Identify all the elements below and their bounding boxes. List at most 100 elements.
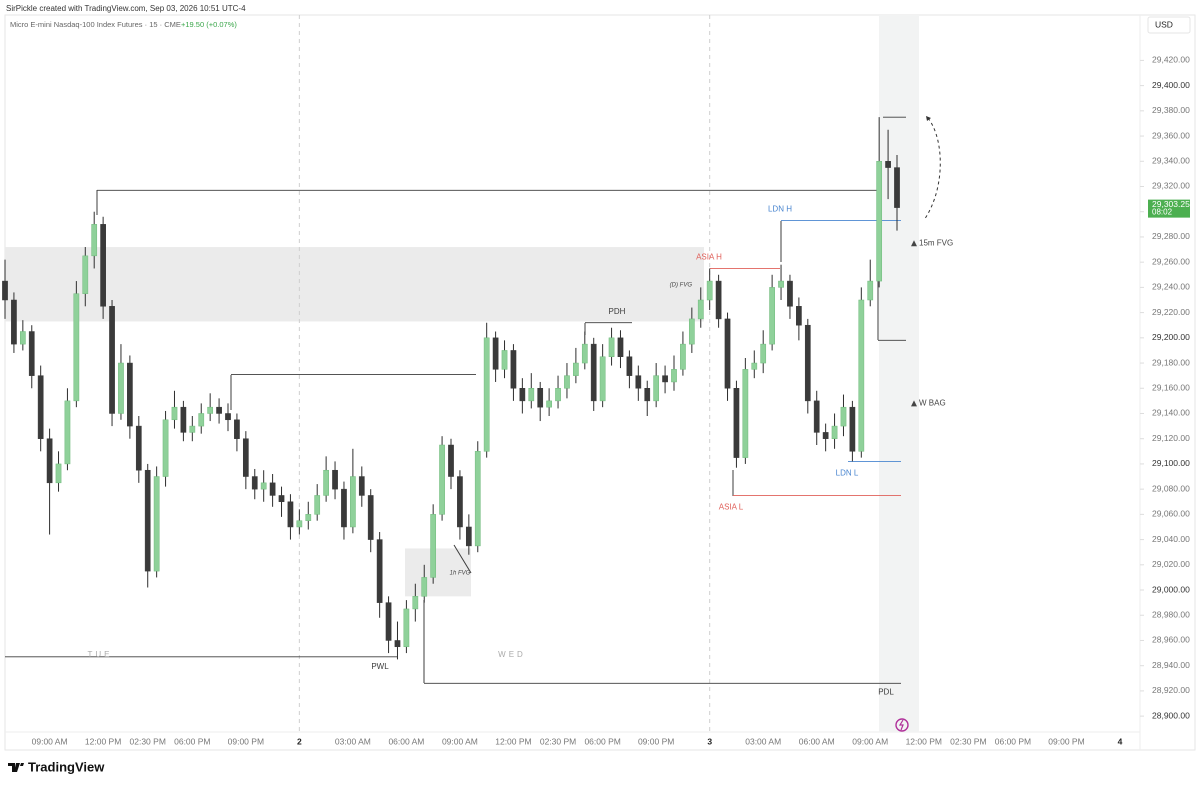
x-tick-label: 03:00 AM xyxy=(745,736,781,746)
frame xyxy=(4,14,1196,751)
candle-body xyxy=(590,343,597,402)
candle-body xyxy=(715,280,722,320)
candle-body xyxy=(840,406,847,427)
candle-body xyxy=(189,425,196,433)
session-label: TUE xyxy=(88,650,113,659)
x-tick-label: 02:30 PM xyxy=(130,736,166,746)
candle-body xyxy=(706,280,713,301)
alert-icon xyxy=(895,718,909,732)
marker-triangle xyxy=(911,240,917,247)
candle-body xyxy=(671,369,677,383)
candle-body xyxy=(457,476,463,528)
y-tick-label: 29,160.00 xyxy=(1152,383,1190,393)
countdown: 08:02 xyxy=(1152,208,1173,217)
candle-body xyxy=(546,400,552,408)
author-line: SirPickle created with TradingView.com, … xyxy=(6,4,246,13)
arrow-head xyxy=(926,116,931,121)
candle-body xyxy=(385,602,392,641)
candle-body xyxy=(751,362,758,370)
zone-label: 1h FVG xyxy=(450,571,471,577)
currency[interactable]: USD xyxy=(1155,19,1173,29)
y-tick-label: 29,380.00 xyxy=(1152,105,1190,115)
y-tick-label: 28,980.00 xyxy=(1152,609,1190,619)
brand: TradingView xyxy=(28,759,105,774)
x-tick-label: 12:00 PM xyxy=(906,736,942,746)
fvg-zone xyxy=(5,247,704,322)
projection-arrow xyxy=(923,117,941,221)
y-tick-label: 29,400.00 xyxy=(1152,80,1190,90)
brand-logo: TradingView xyxy=(8,759,105,774)
candles xyxy=(2,117,900,660)
level-label: PWL xyxy=(371,662,389,671)
currency-box[interactable] xyxy=(1147,16,1191,34)
session-highlight xyxy=(879,15,919,732)
candle-body xyxy=(894,167,900,208)
x-tick-label: 09:00 PM xyxy=(1048,736,1084,746)
candle-body xyxy=(867,280,874,301)
candle-body xyxy=(769,287,775,345)
candle-body xyxy=(724,318,731,389)
alert-icon-bolt xyxy=(898,719,904,731)
level-label: LDN L xyxy=(836,469,859,478)
candle-body xyxy=(644,388,651,402)
y-tick-label: 29,280.00 xyxy=(1152,231,1190,241)
candle-body xyxy=(760,343,767,364)
candle-body xyxy=(831,425,838,439)
candle-body xyxy=(127,362,133,427)
candle-body xyxy=(617,337,624,357)
x-tick-label: 09:00 PM xyxy=(638,736,674,746)
candle-body xyxy=(403,608,410,648)
candle-body xyxy=(358,476,365,496)
candle-body xyxy=(501,350,508,370)
candle-body xyxy=(688,318,695,345)
candle-body xyxy=(332,469,338,490)
candle-body xyxy=(46,438,53,484)
candle-body xyxy=(573,362,579,376)
candle-body xyxy=(412,596,419,610)
candle-body xyxy=(73,293,80,402)
level-label: ASIA L xyxy=(719,503,744,512)
y-tick-label: 29,120.00 xyxy=(1152,433,1190,443)
candle-body xyxy=(234,419,240,439)
x-tick-label: 4 xyxy=(1118,736,1123,746)
candle-body xyxy=(849,406,856,452)
candle-body xyxy=(55,463,62,484)
candle-body xyxy=(608,337,615,357)
y-tick-label: 29,020.00 xyxy=(1152,559,1190,569)
candle-body xyxy=(564,375,570,389)
candle-body xyxy=(465,526,472,547)
zone-label: (D) FVG xyxy=(670,283,693,289)
marker-label: 15m FVG xyxy=(919,238,953,247)
candle-body xyxy=(430,514,437,578)
y-tick-label: 29,320.00 xyxy=(1152,181,1190,191)
candle-body xyxy=(341,488,347,528)
candle-body xyxy=(510,350,517,389)
y-tick-label: 29,180.00 xyxy=(1152,357,1190,367)
candle-body xyxy=(635,375,642,389)
candle-body xyxy=(394,640,401,648)
candle-body xyxy=(822,432,829,439)
x-tick-label: 03:00 AM xyxy=(335,736,371,746)
candle-body xyxy=(305,514,312,521)
x-tick-label: 3 xyxy=(707,736,712,746)
candle-body xyxy=(439,444,445,515)
levels: PDH ASIA H LDN H LDN L ASIA L PWL PDL xyxy=(5,116,906,696)
candle-body xyxy=(778,280,784,288)
x-tick-label: 06:00 PM xyxy=(174,736,210,746)
last-price-tag xyxy=(1148,199,1190,218)
x-tick-label: 09:00 PM xyxy=(228,736,264,746)
zones xyxy=(5,247,704,597)
candle-body xyxy=(367,495,374,540)
candle-body xyxy=(804,324,811,402)
candle-body xyxy=(537,388,544,408)
candle-body xyxy=(555,388,561,402)
candle-body xyxy=(626,356,633,376)
candle-body xyxy=(278,495,285,503)
x-tick-label: 02:30 PM xyxy=(950,736,986,746)
x-tick-label: 09:00 AM xyxy=(32,736,68,746)
candle-body xyxy=(180,406,187,433)
candle-body xyxy=(350,476,356,528)
drawing-line xyxy=(453,544,472,574)
y-tick-label: 29,060.00 xyxy=(1152,509,1190,519)
candle-body xyxy=(37,375,44,439)
